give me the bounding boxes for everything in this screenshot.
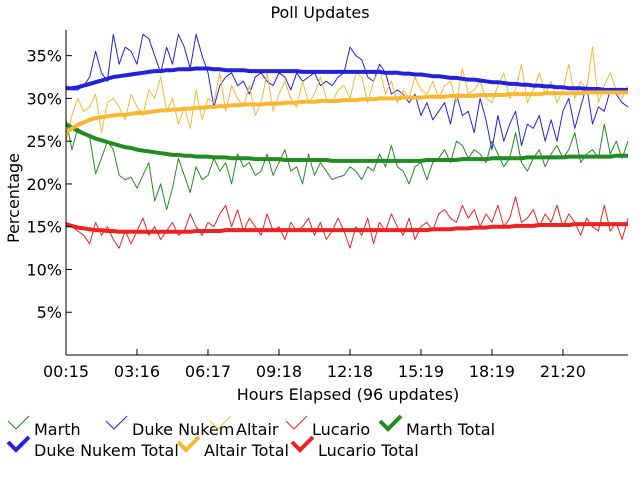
y-tick-label: 25% [26, 132, 62, 151]
legend-label: Altair [236, 420, 279, 439]
y-axis-label: Percentage [4, 153, 23, 243]
y-tick-label: 5% [37, 303, 62, 322]
legend-swatch [6, 435, 31, 453]
legend-item-altair: Altair [209, 415, 279, 439]
series-line-duke-nukem-total [66, 66, 628, 92]
legend-label: Marth Total [406, 420, 495, 439]
legend-item-duke-nukem-total: Duke Nukem Total [6, 435, 179, 460]
y-tick-label: 35% [26, 47, 62, 66]
legend-item-marth: Marth [7, 415, 81, 439]
legend-label: Altair Total [204, 441, 289, 460]
legend-swatch [285, 415, 308, 430]
legend-swatch [290, 435, 315, 453]
x-tick-label: 00:15 [43, 362, 89, 381]
series-line-altair-total [64, 90, 628, 135]
series-line-marth-total [65, 122, 628, 163]
y-tick-label: 20% [26, 175, 62, 194]
legend-swatch [209, 415, 232, 430]
x-tick-label: 09:18 [256, 362, 302, 381]
y-tick-label: 10% [26, 260, 62, 279]
legend-swatch [105, 415, 128, 430]
legend-label: Lucario Total [318, 441, 419, 460]
legend-label: Duke Nukem Total [34, 441, 179, 460]
y-tick-label: 15% [26, 218, 62, 237]
legend: Marth Duke Nukem Altair Lucario Marth Total D… [6, 414, 495, 460]
axes-layer: 5% 10% 15% 20% 25% 30% 35% 00:15 03:16 06:17 09:18… [26, 30, 628, 381]
legend-item-lucario-total: Lucario Total [290, 435, 419, 460]
x-tick-label: 18:19 [469, 362, 515, 381]
legend-swatch [176, 435, 201, 453]
legend-label: Marth [34, 420, 81, 439]
legend-item-marth-total: Marth Total [378, 414, 495, 439]
x-tick-label: 15:19 [398, 362, 444, 381]
legend-item-altair-total: Altair Total [176, 435, 289, 460]
legend-swatch [378, 414, 403, 432]
x-axis-label: Hours Elapsed (96 updates) [237, 385, 460, 404]
series-line-lucario-total [65, 222, 628, 234]
x-tick-label: 21:20 [540, 362, 586, 381]
legend-swatch [7, 415, 30, 430]
y-tick-label: 30% [26, 89, 62, 108]
x-tick-label: 06:17 [185, 362, 231, 381]
legend-label: Duke Nukem [132, 420, 234, 439]
x-tick-label: 12:18 [327, 362, 373, 381]
chart-title: Poll Updates [270, 3, 369, 22]
series-line-lucario [65, 196, 629, 249]
x-tick-label: 03:16 [114, 362, 160, 381]
legend-item-duke-nukem: Duke Nukem [105, 415, 234, 439]
series-layer [64, 33, 629, 249]
legend-item-lucario: Lucario [285, 415, 370, 439]
legend-label: Lucario [312, 420, 370, 439]
